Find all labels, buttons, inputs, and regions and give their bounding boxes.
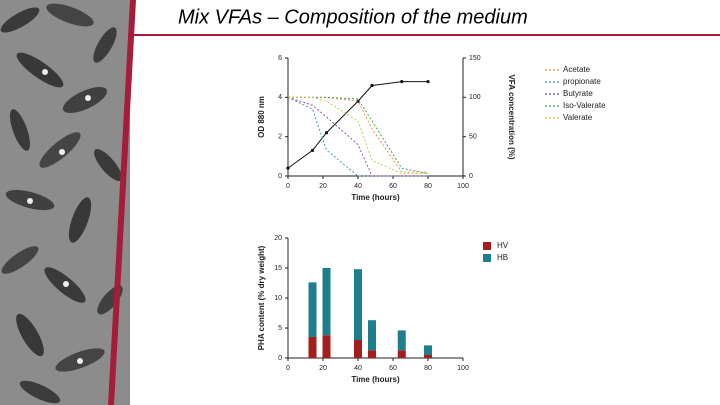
granule xyxy=(77,358,83,364)
x-tick-label: 0 xyxy=(286,183,290,190)
bar-segment xyxy=(397,330,406,351)
x-tick-label: 60 xyxy=(389,183,397,190)
series-line xyxy=(287,96,428,177)
point xyxy=(286,166,290,170)
granule xyxy=(59,149,65,155)
cell xyxy=(0,7,40,33)
point xyxy=(400,80,404,84)
legend-swatch xyxy=(483,242,491,250)
point xyxy=(310,148,315,153)
point xyxy=(426,80,430,84)
bar-segment xyxy=(424,355,432,358)
cell xyxy=(46,3,94,27)
legend-label: Butyrate xyxy=(563,89,593,98)
slide-title: Mix VFAs – Composition of the medium xyxy=(178,6,528,28)
granule xyxy=(42,69,48,75)
y-tick-label: 20 xyxy=(274,235,282,242)
point xyxy=(356,99,360,103)
bar-segment xyxy=(354,340,362,358)
x-tick-label: 100 xyxy=(457,365,469,372)
bar-segment xyxy=(397,350,406,358)
x-tick-label: 40 xyxy=(354,365,362,372)
legend-label: Valerate xyxy=(563,113,593,122)
legend-label: HB xyxy=(497,253,508,262)
legend-label: HV xyxy=(497,241,509,250)
x-tick-label: 40 xyxy=(354,183,362,190)
bar-segment xyxy=(322,335,331,358)
granule xyxy=(63,281,69,287)
legend-label: Iso-Valerate xyxy=(563,101,606,110)
bar-segment xyxy=(308,337,317,358)
cell xyxy=(62,86,108,114)
y2-tick-label: 150 xyxy=(469,55,481,62)
y-tick-label: 0 xyxy=(278,355,282,362)
x-tick-label: 60 xyxy=(389,365,397,372)
y-tick-label: 4 xyxy=(278,94,282,101)
x-tick-label: 100 xyxy=(457,183,469,190)
bar-segment xyxy=(424,345,432,355)
x-tick-label: 20 xyxy=(319,365,327,372)
y2-tick-label: 50 xyxy=(469,134,477,141)
accent-bar xyxy=(108,0,136,405)
cell xyxy=(1,246,39,274)
y2-tick-label: 100 xyxy=(469,94,481,101)
x-tick-label: 0 xyxy=(286,365,290,372)
y-axis-label: OD 880 nm xyxy=(257,96,266,138)
legend-label: propionate xyxy=(563,77,601,86)
y-tick-label: 5 xyxy=(278,325,282,332)
y-tick-label: 6 xyxy=(278,55,282,62)
y-tick-label: 0 xyxy=(278,173,282,180)
x-tick-label: 80 xyxy=(424,183,432,190)
bar-segment xyxy=(308,282,317,337)
granule xyxy=(27,198,33,204)
x-axis-label: Time (hours) xyxy=(351,375,400,384)
x-tick-label: 80 xyxy=(424,365,432,372)
x-tick-label: 20 xyxy=(319,183,327,190)
series-line xyxy=(287,96,428,177)
y2-axis-label: VFA concentration (%) xyxy=(507,74,516,159)
micrograph xyxy=(0,0,130,405)
point xyxy=(324,131,329,135)
cell xyxy=(16,52,64,88)
bar-segment xyxy=(368,350,376,358)
granule xyxy=(85,95,91,101)
cell xyxy=(16,313,44,357)
bar-segment xyxy=(354,269,362,340)
x-axis-label: Time (hours) xyxy=(351,193,400,202)
cell xyxy=(94,149,122,181)
cell xyxy=(10,109,30,151)
legend-swatch xyxy=(483,254,491,262)
point xyxy=(370,83,374,88)
series-line xyxy=(288,96,428,173)
legend-label: Acetate xyxy=(563,65,591,74)
bar-segment xyxy=(368,320,376,351)
cell xyxy=(68,197,92,243)
series-line xyxy=(288,96,429,175)
cell xyxy=(93,27,117,63)
cell xyxy=(19,380,61,404)
series-line xyxy=(288,96,428,175)
series-line xyxy=(287,81,428,169)
y2-tick-label: 0 xyxy=(469,173,473,180)
y-tick-label: 10 xyxy=(274,295,282,302)
y-axis-label: PHA content (% dry weight) xyxy=(257,245,266,350)
y-tick-label: 2 xyxy=(278,134,282,141)
bar-segment xyxy=(322,268,331,336)
y-tick-label: 15 xyxy=(274,265,282,272)
